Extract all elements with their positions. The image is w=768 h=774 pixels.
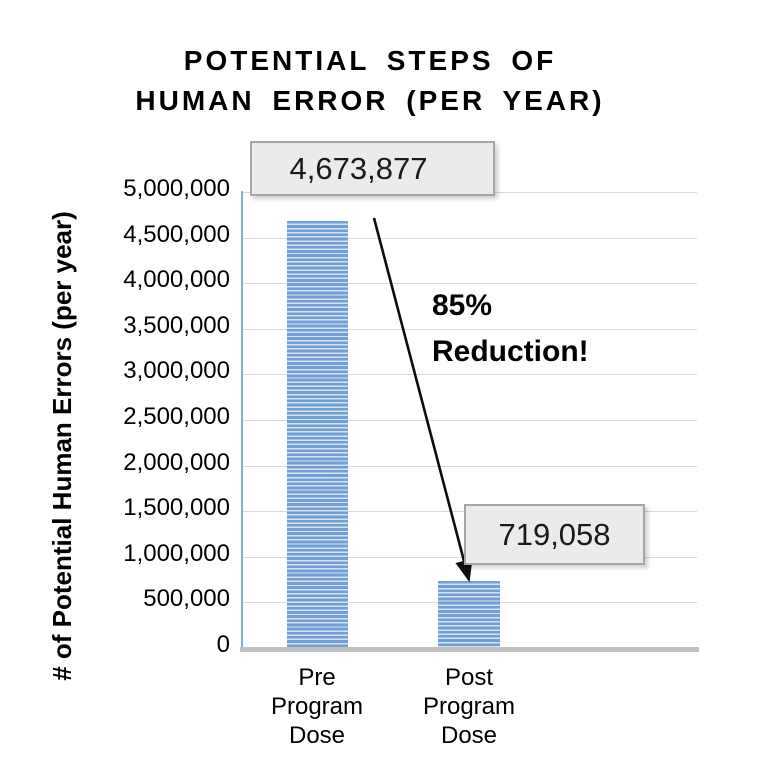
category-label-post-program-dose: Post Program Dose	[423, 663, 515, 750]
category-label-line: Program	[270, 693, 364, 720]
plot-area	[240, 191, 699, 652]
reduction-annotation-line-1: 85%	[432, 289, 493, 322]
category-label-line: Dose	[440, 722, 498, 749]
reduction-annotation-line-2: Reduction!	[432, 335, 589, 368]
x-axis-line	[240, 647, 699, 652]
y-tick-label: 4,500,000	[123, 220, 230, 248]
y-tick-label: 2,000,000	[123, 448, 230, 476]
y-tick-label: 500,000	[143, 585, 230, 613]
category-label-line: Post	[444, 664, 494, 691]
bar-pre-program-dose	[286, 221, 348, 647]
chart-title: POTENTIAL STEPS OF HUMAN ERROR (PER YEAR…	[0, 41, 740, 121]
y-tick-label: 4,000,000	[123, 266, 230, 294]
y-tick-label: 0	[216, 631, 230, 658]
category-label-line: Program	[422, 693, 516, 720]
y-axis-line	[241, 191, 243, 650]
y-tick-label: 3,000,000	[123, 357, 230, 385]
y-tick-label: 1,000,000	[123, 539, 230, 567]
data-label-pre-program: 4,673,877	[250, 141, 495, 196]
reduction-annotation: 85% Reduction!	[432, 283, 589, 375]
y-tick-label: 5,000,000	[123, 175, 230, 202]
chart-title-line-1: POTENTIAL STEPS OF	[183, 45, 557, 76]
category-label-line: Pre	[298, 664, 336, 691]
category-label-pre-program-dose: Pre Program Dose	[271, 663, 363, 750]
bar-post-program-dose	[438, 581, 500, 647]
data-label-post-program: 719,058	[464, 504, 645, 565]
y-tick-label: 2,500,000	[123, 403, 230, 430]
y-tick-label: 1,500,000	[123, 494, 230, 522]
category-label-line: Dose	[288, 722, 346, 749]
chart-title-line-2: HUMAN ERROR (PER YEAR)	[135, 85, 605, 116]
y-tick-label: 3,500,000	[123, 311, 230, 339]
